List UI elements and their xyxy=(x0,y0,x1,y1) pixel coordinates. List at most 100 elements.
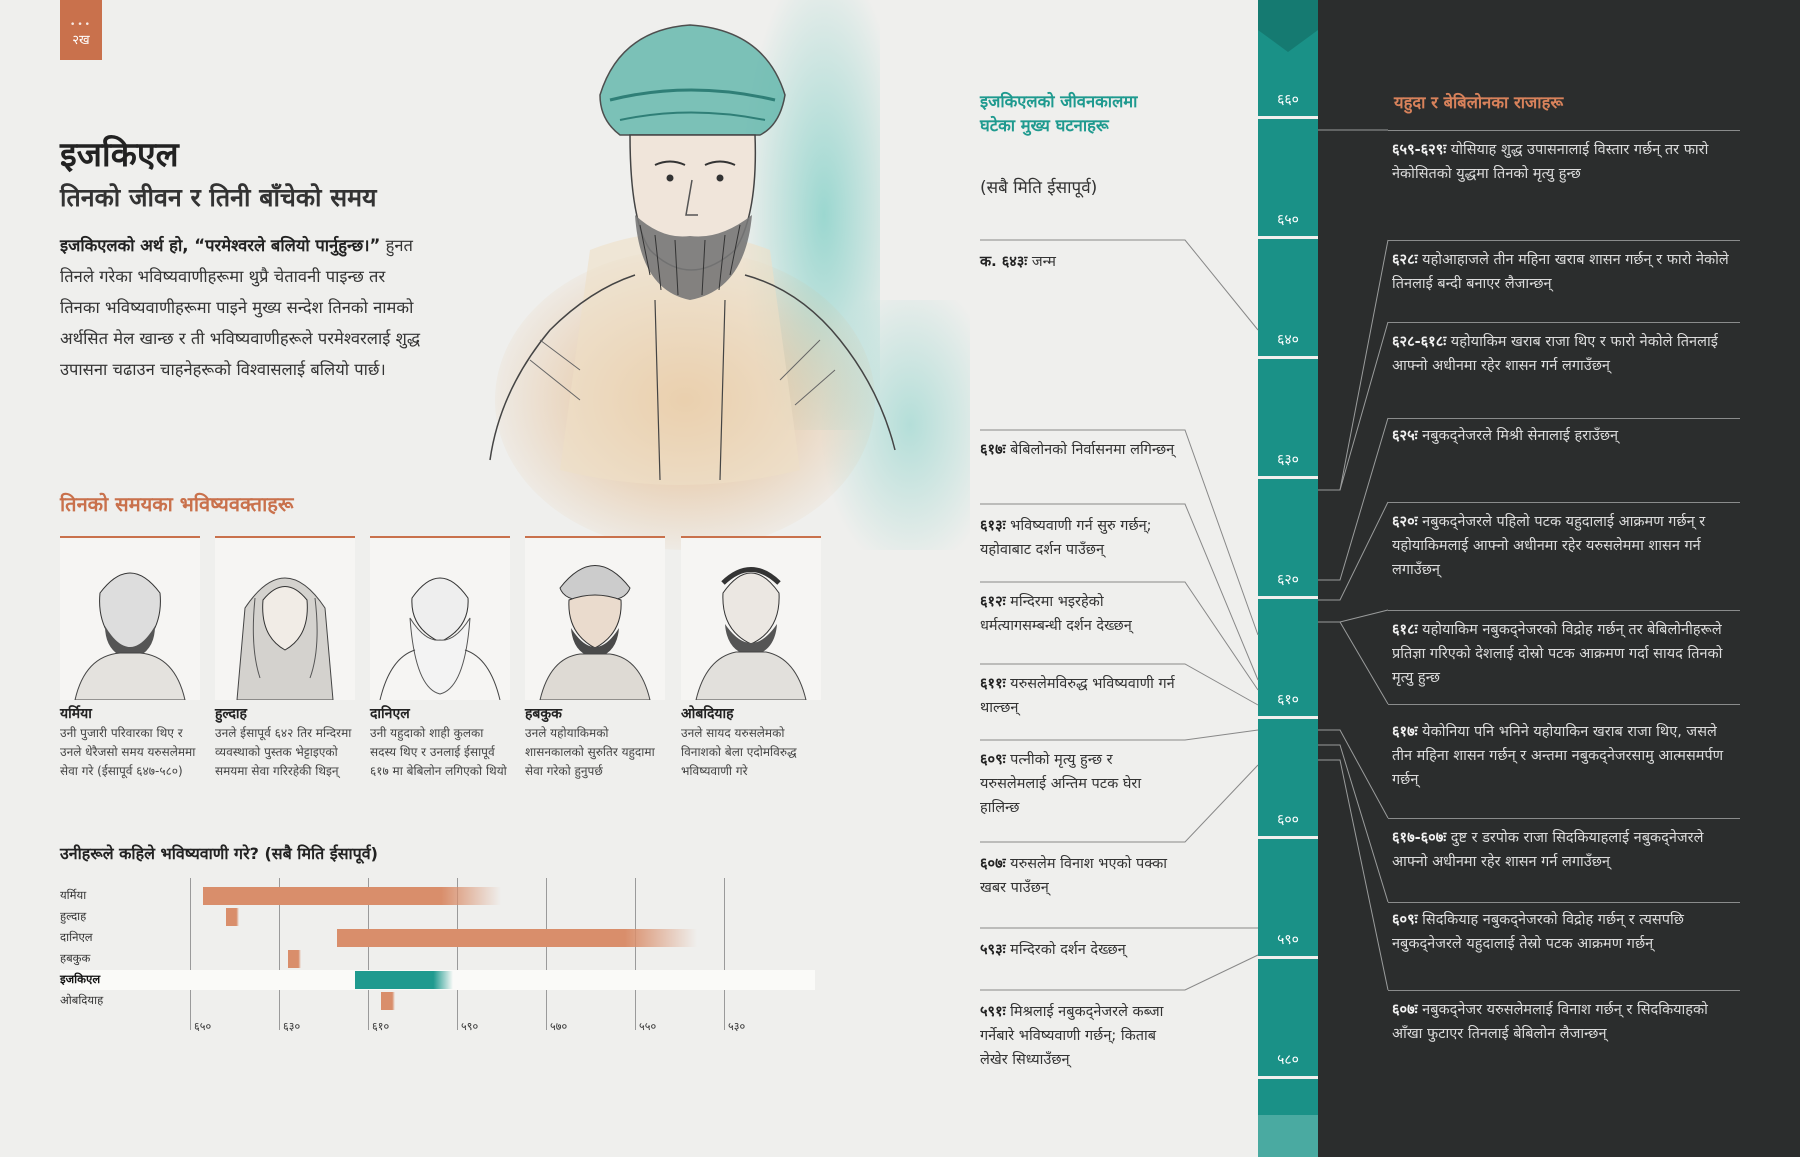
king-event-text: दुष्ट र डरपोक राजा सिदकियाहलाई नबुकद्‌ने… xyxy=(1392,830,1704,870)
prophecy-bar xyxy=(287,950,302,968)
page-number-tab: ••• २ख xyxy=(60,0,102,60)
tick-label: ६५० xyxy=(194,1020,212,1033)
separator xyxy=(1388,610,1740,611)
prophet-description: उनी यहुदाको शाही कुलका सदस्य थिए र उनलाई… xyxy=(370,726,507,778)
tick-label: ६१० xyxy=(372,1020,390,1033)
event-date: क. ६४३ः xyxy=(980,254,1028,270)
prophet-name: हबकुक xyxy=(525,706,562,722)
row-label: ओबदियाह xyxy=(60,993,104,1007)
event-date: ६१७ः xyxy=(980,442,1006,458)
ruler-tick xyxy=(1258,596,1318,599)
prophet-card-huldah: हुल्दाह उनले ईसापूर्व ६४२ तिर मन्दिरमा व… xyxy=(215,536,355,781)
event-text: यरुसलेम विनाश भएको पक्‍का खबर पाउँछन्‌ xyxy=(980,856,1167,896)
kings-panel xyxy=(1318,0,1800,1157)
king-event: ६५९-६२९ः योसियाह शुद्ध उपासनालाई विस्तार… xyxy=(1392,138,1737,186)
king-event: ६१७-६०७ः दुष्ट र डरपोक राजा सिदकियाहलाई … xyxy=(1392,826,1737,874)
row-label: इजकिएल xyxy=(60,972,101,986)
event-date: ५९१ः xyxy=(980,1004,1006,1020)
gridline xyxy=(368,878,369,1030)
ruler-label: ५८० xyxy=(1277,1052,1299,1068)
prophet-name: ओबदियाह xyxy=(681,706,734,722)
huldah-portrait xyxy=(215,538,355,700)
ezekiel-event: क. ६४३ः जन्म xyxy=(980,250,1180,274)
prophet-card-daniel: दानिएल उनी यहुदाको शाही कुलका सदस्य थिए … xyxy=(370,536,510,781)
separator xyxy=(1388,818,1740,819)
prophets-heading: तिनको समयका भविष्यवक्ताहरू xyxy=(60,492,294,516)
ezekiel-event: ६१३ः भविष्यवाणी गर्न सुरु गर्छन्‌; यहोवा… xyxy=(980,514,1180,562)
event-date: ६०९ः xyxy=(980,752,1006,768)
prophecy-bar xyxy=(225,908,239,926)
daniel-portrait xyxy=(370,538,510,700)
king-event-text: नबुकद्‌नेजरले मिश्री सेनालाई हराउँछन्‌ xyxy=(1417,428,1619,444)
prophet-description: उनी पुजारी परिवारका थिए र उनले धेरैजसो स… xyxy=(60,726,196,778)
card-rule xyxy=(215,536,355,538)
row-label: दानिएल xyxy=(60,930,93,944)
ezekiel-event: ६०७ः यरुसलेम विनाश भएको पक्‍का खबर पाउँछ… xyxy=(980,852,1180,900)
tick-label: ५५० xyxy=(639,1020,657,1033)
king-event-text: यहोआहाजले तीन महिना खराब शासन गर्छन्‌ र … xyxy=(1392,252,1729,292)
king-event: ६१७ः येकोनिया पनि भनिने यहोयाकिन खराब रा… xyxy=(1392,720,1737,792)
tick-label: ६३० xyxy=(283,1020,301,1033)
prophet-description: उनले ईसापूर्व ६४२ तिर मन्दिरमा व्यवस्थाक… xyxy=(215,726,352,778)
prophet-name: यर्मिया xyxy=(60,706,92,722)
ruler-tick xyxy=(1258,116,1318,119)
ruler-label: ५९० xyxy=(1277,932,1299,948)
when-heading-bold: उनीहरूले कहिले भविष्यवाणी गरे? xyxy=(60,844,259,863)
page-number: २ख xyxy=(72,33,90,48)
separator xyxy=(1388,990,1740,991)
prophecy-bar xyxy=(354,971,453,989)
event-text: यरुसलेमविरुद्ध भविष्यवाणी गर्न थाल्छन्‌ xyxy=(980,676,1175,716)
king-event: ६२५ः नबुकद्‌नेजरले मिश्री सेनालाई हराउँछ… xyxy=(1392,424,1737,448)
king-event-date: ६२५ः xyxy=(1392,428,1418,444)
dots-icon: ••• xyxy=(70,20,92,30)
king-event-date: ६०७ः xyxy=(1392,1002,1418,1018)
intro-text: हुनत तिनले गरेका भविष्यवाणीहरूमा थुप्रै … xyxy=(60,236,421,379)
event-date: ६१२ः xyxy=(980,594,1006,610)
prophet-name: हुल्दाह xyxy=(215,706,247,722)
ezekiel-event: ६०९ः पत्नीको मृत्यु हुन्छ र यरुसलेमलाई अ… xyxy=(980,748,1180,820)
king-event: ६०७ः नबुकद्‌नेजर यरुसलेमलाई विनाश गर्छन्… xyxy=(1392,998,1737,1046)
ruler-label: ६३० xyxy=(1277,452,1299,468)
king-event-date: ६०९ः xyxy=(1392,912,1418,928)
king-event-date: ६५९-६२९ः xyxy=(1392,142,1447,158)
king-event-text: नबुकद्‌नेजरले पहिलो पटक यहुदालाई आक्रमण … xyxy=(1392,514,1706,578)
timeline-heading: इजकिएलको जीवनकालमा घटेका मुख्य घटनाहरू xyxy=(980,92,1138,135)
separator xyxy=(1388,240,1740,241)
ezekiel-event: ६११ः यरुसलेमविरुद्ध भविष्यवाणी गर्न थाल्… xyxy=(980,672,1180,720)
ruler-tick xyxy=(1258,1076,1318,1079)
prophet-card-jeremiah: यर्मिया उनी पुजारी परिवारका थिए र उनले ध… xyxy=(60,536,200,781)
separator xyxy=(1388,418,1740,419)
ezekiel-event: ६१७ः बेबिलोनको निर्वासनमा लगिन्छन्‌ xyxy=(980,438,1180,462)
event-date: ५९३ः xyxy=(980,942,1006,958)
event-text: जन्म xyxy=(1027,254,1056,270)
separator xyxy=(1388,130,1740,131)
chevron-down-icon xyxy=(1258,0,1318,52)
habakkuk-portrait xyxy=(525,538,665,700)
row-label: हुल्दाह xyxy=(60,909,87,923)
separator xyxy=(1388,704,1740,705)
ruler-label: ६०० xyxy=(1277,812,1299,828)
event-date: ६०७ः xyxy=(980,856,1006,872)
gridline xyxy=(279,878,280,1030)
gridline xyxy=(724,878,725,1030)
timeline-date-note: (सबै मिति ईसापूर्व) xyxy=(980,178,1098,198)
gridline xyxy=(635,878,636,1030)
tick-label: ५३० xyxy=(728,1020,746,1033)
separator xyxy=(1388,902,1740,903)
year-ruler: ६६० ६५० ६४० ६३० ६२० ६१० ६०० ५९० ५८० xyxy=(1258,0,1318,1157)
prophecy-timeline-chart: ६५० ६३० ६१० ५९० ५७० ५५० ५३० यर्मिया हुल्दाह दानिए… xyxy=(60,878,820,1038)
king-event-date: ६२०ः xyxy=(1392,514,1418,530)
event-text: मिश्रलाई नबुकद्‌नेजरले कब्जा गर्नेबारे भ… xyxy=(980,1004,1164,1068)
ezekiel-portrait-illustration xyxy=(489,0,970,550)
ruler-label: ६६० xyxy=(1277,92,1299,108)
gridline xyxy=(457,878,458,1030)
row-label: हबकुक xyxy=(60,951,91,965)
prophet-description: उनले यहोयाकिमको शासनकालको सुरुतिर यहुदाम… xyxy=(525,726,655,778)
event-text: मन्दिरको दर्शन देख्छन्‌ xyxy=(1005,942,1126,958)
ruler-tick xyxy=(1258,476,1318,479)
intro-paragraph: इजकिएलको अर्थ हो, “परमेश्‍वरले बलियो पार… xyxy=(60,230,430,385)
king-event-text: यहोयाकिम नबुकद्‌नेजरको विद्रोह गर्छन्‌ त… xyxy=(1392,622,1723,686)
jeremiah-portrait xyxy=(60,538,200,700)
prophecy-bar xyxy=(336,929,698,947)
